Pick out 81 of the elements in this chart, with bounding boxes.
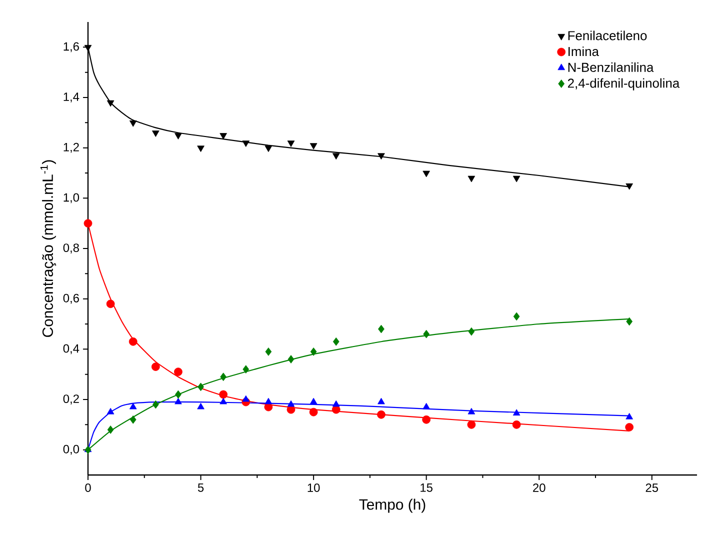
point xyxy=(422,402,430,410)
point xyxy=(242,395,250,402)
x-tick-label: 10 xyxy=(308,484,320,492)
point xyxy=(422,170,430,178)
point xyxy=(625,423,634,432)
legend-label: Fenilacetileno xyxy=(568,30,647,40)
point xyxy=(468,176,476,182)
point xyxy=(287,400,295,407)
point xyxy=(219,390,228,399)
point xyxy=(287,140,295,147)
point xyxy=(378,398,385,404)
point xyxy=(332,337,340,346)
point xyxy=(512,409,520,416)
y-tick-label: 1,4 xyxy=(64,92,80,102)
point xyxy=(220,398,227,404)
y-tick-label: 0,2 xyxy=(63,394,79,404)
point xyxy=(423,330,430,338)
point xyxy=(151,362,160,371)
point xyxy=(220,372,227,382)
point xyxy=(626,317,633,326)
y-tick-label: 1,6 xyxy=(64,42,79,52)
x-tick-label: 15 xyxy=(420,484,432,492)
x-tick-label: 0 xyxy=(85,484,91,492)
point xyxy=(513,312,520,321)
point xyxy=(512,420,521,429)
point xyxy=(288,355,294,364)
y-tick-label: 0,4 xyxy=(63,344,80,354)
legend-label: 2,4-difenil-quinolina xyxy=(568,78,680,90)
point xyxy=(130,415,136,424)
x-tick-label: 5 xyxy=(198,484,204,492)
point xyxy=(107,426,114,434)
point xyxy=(106,300,115,308)
point xyxy=(310,143,318,150)
point xyxy=(197,146,204,152)
y-tick-label: 1,0 xyxy=(64,193,80,204)
point xyxy=(197,402,204,410)
point xyxy=(152,130,160,137)
y-tick-label: 0,8 xyxy=(63,244,79,254)
point xyxy=(84,44,92,52)
point xyxy=(129,402,137,410)
point xyxy=(468,327,475,336)
x-axis-title: Tempo (h) xyxy=(359,498,426,513)
point xyxy=(310,347,317,356)
point xyxy=(332,400,340,407)
point xyxy=(220,133,227,140)
x-tick-label: 25 xyxy=(646,484,658,492)
point xyxy=(264,398,272,404)
point xyxy=(468,408,476,414)
point xyxy=(198,382,204,392)
point xyxy=(378,153,385,160)
point xyxy=(106,100,114,107)
y-tick-label: 0,6 xyxy=(63,294,79,304)
point xyxy=(309,408,318,416)
point xyxy=(378,324,384,334)
legend-label: Imina xyxy=(568,46,599,56)
point xyxy=(128,337,138,346)
point xyxy=(242,365,250,374)
point xyxy=(377,410,386,419)
point xyxy=(152,400,159,409)
point xyxy=(106,408,114,414)
point xyxy=(626,412,633,420)
point xyxy=(129,120,137,127)
point xyxy=(332,153,340,160)
y-tick-label: 0,0 xyxy=(63,444,80,455)
point xyxy=(84,219,92,228)
x-tick-label: 20 xyxy=(533,484,546,492)
point xyxy=(242,140,250,147)
point xyxy=(265,347,272,356)
point xyxy=(174,133,182,140)
point xyxy=(174,398,182,404)
y-tick-label: 1,2 xyxy=(64,142,79,153)
point xyxy=(174,368,182,376)
point xyxy=(310,398,318,404)
point xyxy=(467,420,476,429)
legend-label: N-Benzilanilina xyxy=(568,62,654,72)
point xyxy=(422,415,431,424)
point xyxy=(512,176,520,182)
y-axis-title: Concentração (mmol.mL$^{-1}$) xyxy=(40,160,56,337)
point xyxy=(264,146,272,152)
point xyxy=(626,183,633,190)
point xyxy=(175,390,182,399)
